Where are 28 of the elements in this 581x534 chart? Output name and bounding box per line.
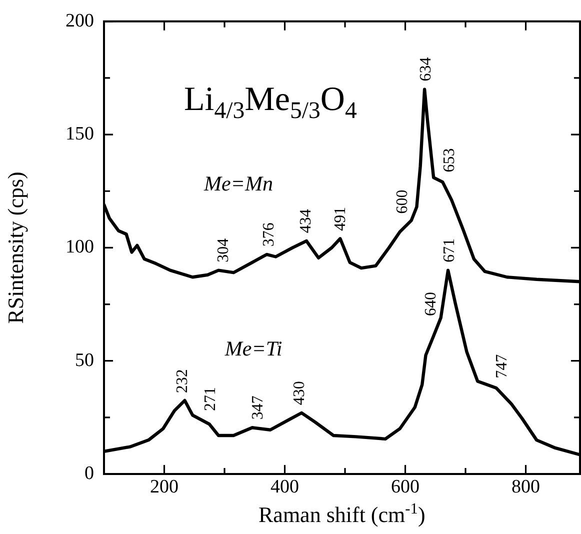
text: Me=Ti	[224, 336, 282, 361]
x-tick-label: 800	[512, 476, 540, 498]
x-tick-label: 600	[391, 476, 420, 498]
annotation: 640	[422, 292, 440, 316]
annotation: 600	[394, 190, 412, 214]
x-axis-title: Raman shift (cm$^{-1}$)	[258, 500, 426, 527]
annotation: Li$_{4/3}$Me$_{5/3}$O$_{4}$	[184, 81, 357, 124]
annotation: 491	[332, 206, 349, 231]
y-tick-label: 150	[66, 124, 94, 145]
annotation: 347	[249, 396, 266, 420]
y-axis-title: RSintensity (cps)	[2, 172, 28, 324]
y-tick-label: 50	[75, 350, 94, 371]
annotation: 634	[418, 57, 435, 82]
annotation: 271	[202, 387, 219, 412]
annotation: 430	[291, 381, 308, 406]
y-tick-label: 200	[66, 10, 94, 32]
annotation: 232	[174, 369, 192, 394]
text: Me=Mn	[202, 171, 273, 196]
x-tick-label: 400	[270, 476, 300, 498]
y-tick-label: 0	[84, 462, 94, 484]
annotation: 671	[441, 238, 458, 262]
annotation: 747	[493, 354, 510, 378]
annotation: 653	[441, 148, 458, 172]
annotation: 434	[298, 209, 315, 234]
annotation: 376	[260, 222, 278, 247]
y-tick-label: 100	[66, 236, 94, 258]
annotation: 304	[215, 238, 232, 262]
x-tick-label: 200	[150, 476, 179, 498]
